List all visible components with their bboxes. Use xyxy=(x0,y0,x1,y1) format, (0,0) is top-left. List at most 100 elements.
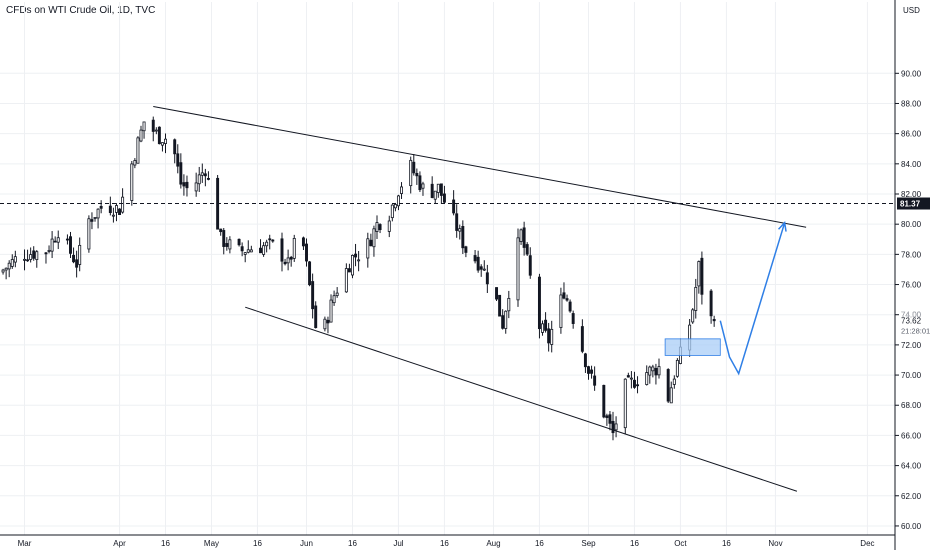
candle-body xyxy=(26,259,30,262)
time-tick-label: Aug xyxy=(486,539,500,548)
candle-body xyxy=(78,244,82,265)
candle-body xyxy=(283,261,287,265)
candle-body xyxy=(541,323,544,333)
candle-body xyxy=(400,186,403,194)
candle-body xyxy=(593,375,597,386)
candle-body xyxy=(694,286,698,311)
candle-body xyxy=(587,366,590,374)
candle-body xyxy=(197,174,201,185)
candle-body xyxy=(194,182,198,192)
time-tick-label: 16 xyxy=(440,539,449,548)
candle-body xyxy=(528,255,532,276)
candle-body xyxy=(608,414,612,424)
candle-body xyxy=(323,318,327,330)
price-tick-label: 66.00 xyxy=(901,431,922,440)
candle-body xyxy=(485,272,489,285)
candle-body xyxy=(495,287,499,300)
candle-body xyxy=(412,161,416,174)
candle-body xyxy=(268,238,272,241)
candle-body xyxy=(96,208,100,219)
candle-body xyxy=(700,257,704,295)
candle-body xyxy=(369,239,373,247)
time-tick-label: 16 xyxy=(630,539,639,548)
candle-body xyxy=(93,217,97,219)
candle-body xyxy=(375,222,379,232)
candle-body xyxy=(605,415,609,418)
candle-body xyxy=(421,183,425,189)
candle-body xyxy=(249,249,253,253)
time-tick-label: Jul xyxy=(393,539,403,548)
candle-body xyxy=(118,208,122,215)
candle-body xyxy=(672,378,676,385)
candle-body xyxy=(439,183,443,196)
candle-body xyxy=(583,353,587,368)
price-tick-label: 64.00 xyxy=(901,462,922,471)
candle-body xyxy=(200,172,204,176)
candle-body xyxy=(396,195,400,207)
level-price-label: 81.37 xyxy=(900,200,921,209)
candle-body xyxy=(430,183,434,198)
candle-body xyxy=(289,256,293,260)
candle-body xyxy=(522,227,526,248)
candle-body xyxy=(301,237,305,247)
candle-body xyxy=(136,137,140,164)
candle-body xyxy=(7,262,11,270)
candle-body xyxy=(562,292,566,299)
countdown-label: 21:28:01 xyxy=(901,326,930,335)
candle-body xyxy=(458,228,462,232)
candle-body xyxy=(390,204,394,219)
time-tick-label: Oct xyxy=(674,539,687,548)
candle-body xyxy=(623,378,627,429)
candle-body xyxy=(240,246,244,252)
candle-body xyxy=(590,369,594,374)
price-tick-label: 88.00 xyxy=(901,99,922,108)
time-tick-label: Dec xyxy=(860,539,874,548)
candle-body xyxy=(308,261,312,286)
candle-body xyxy=(366,238,370,259)
candle-body xyxy=(697,261,701,287)
candle-body xyxy=(565,298,569,301)
price-tick-label: 90.00 xyxy=(901,69,922,78)
candle-body xyxy=(648,366,652,376)
candle-body xyxy=(280,238,284,262)
candle-body xyxy=(476,256,480,271)
candles xyxy=(1,116,716,441)
candle-body xyxy=(44,252,48,255)
candle-body xyxy=(691,309,695,323)
time-tick-label: 16 xyxy=(253,539,262,548)
candle-body xyxy=(225,243,229,247)
candle-body xyxy=(393,204,397,209)
candle-body xyxy=(418,175,422,191)
candle-body xyxy=(262,245,266,255)
candle-body xyxy=(35,251,39,261)
candle-body xyxy=(222,230,226,247)
price-tick-label: 78.00 xyxy=(901,250,922,259)
demand-zone xyxy=(664,338,721,356)
candle-body xyxy=(651,366,655,372)
candle-body xyxy=(154,129,158,132)
price-tick-label: 70.00 xyxy=(901,371,922,380)
candle-body xyxy=(351,254,354,276)
candle-body xyxy=(305,243,308,262)
annotations xyxy=(0,106,895,492)
candle-body xyxy=(90,219,94,222)
candle-body xyxy=(519,229,523,242)
candle-body xyxy=(47,249,51,252)
candle-body xyxy=(65,238,69,241)
candle-body xyxy=(387,220,391,232)
candle-body xyxy=(179,162,183,185)
candle-body xyxy=(455,213,459,231)
time-tick-label: Sep xyxy=(581,539,596,548)
upper-trendline xyxy=(153,106,807,228)
chart-title: CFDs on WTI Crude Oil, 1D, TVC xyxy=(6,5,156,16)
currency-label: USD xyxy=(903,6,920,15)
projection-path xyxy=(719,222,786,376)
candle-body xyxy=(516,237,520,301)
candle-body xyxy=(602,384,606,418)
candle-body xyxy=(265,241,269,247)
lower-trendline xyxy=(245,306,798,492)
candle-body xyxy=(271,239,275,242)
candle-body xyxy=(108,205,112,214)
